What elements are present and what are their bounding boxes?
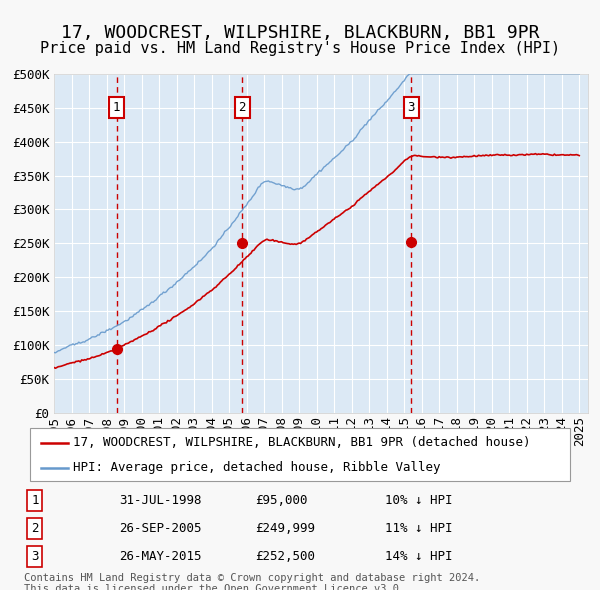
Text: 31-JUL-1998: 31-JUL-1998 xyxy=(119,494,202,507)
Text: 3: 3 xyxy=(31,550,38,563)
Text: £252,500: £252,500 xyxy=(255,550,315,563)
Text: This data is licensed under the Open Government Licence v3.0.: This data is licensed under the Open Gov… xyxy=(24,584,405,590)
Text: £95,000: £95,000 xyxy=(255,494,307,507)
Text: 17, WOODCREST, WILPSHIRE, BLACKBURN, BB1 9PR: 17, WOODCREST, WILPSHIRE, BLACKBURN, BB1… xyxy=(61,24,539,42)
Text: 10% ↓ HPI: 10% ↓ HPI xyxy=(385,494,452,507)
Text: 2: 2 xyxy=(31,522,38,535)
Text: HPI: Average price, detached house, Ribble Valley: HPI: Average price, detached house, Ribb… xyxy=(73,461,440,474)
FancyBboxPatch shape xyxy=(30,428,570,481)
Text: 2: 2 xyxy=(238,101,246,114)
Text: 17, WOODCREST, WILPSHIRE, BLACKBURN, BB1 9PR (detached house): 17, WOODCREST, WILPSHIRE, BLACKBURN, BB1… xyxy=(73,436,531,449)
Text: 26-SEP-2005: 26-SEP-2005 xyxy=(119,522,202,535)
Text: 3: 3 xyxy=(407,101,415,114)
Text: 11% ↓ HPI: 11% ↓ HPI xyxy=(385,522,452,535)
Text: 26-MAY-2015: 26-MAY-2015 xyxy=(119,550,202,563)
Text: £249,999: £249,999 xyxy=(255,522,315,535)
Text: 14% ↓ HPI: 14% ↓ HPI xyxy=(385,550,452,563)
Text: 1: 1 xyxy=(31,494,38,507)
Text: Price paid vs. HM Land Registry's House Price Index (HPI): Price paid vs. HM Land Registry's House … xyxy=(40,41,560,56)
Text: Contains HM Land Registry data © Crown copyright and database right 2024.: Contains HM Land Registry data © Crown c… xyxy=(24,573,480,584)
Text: 1: 1 xyxy=(113,101,121,114)
